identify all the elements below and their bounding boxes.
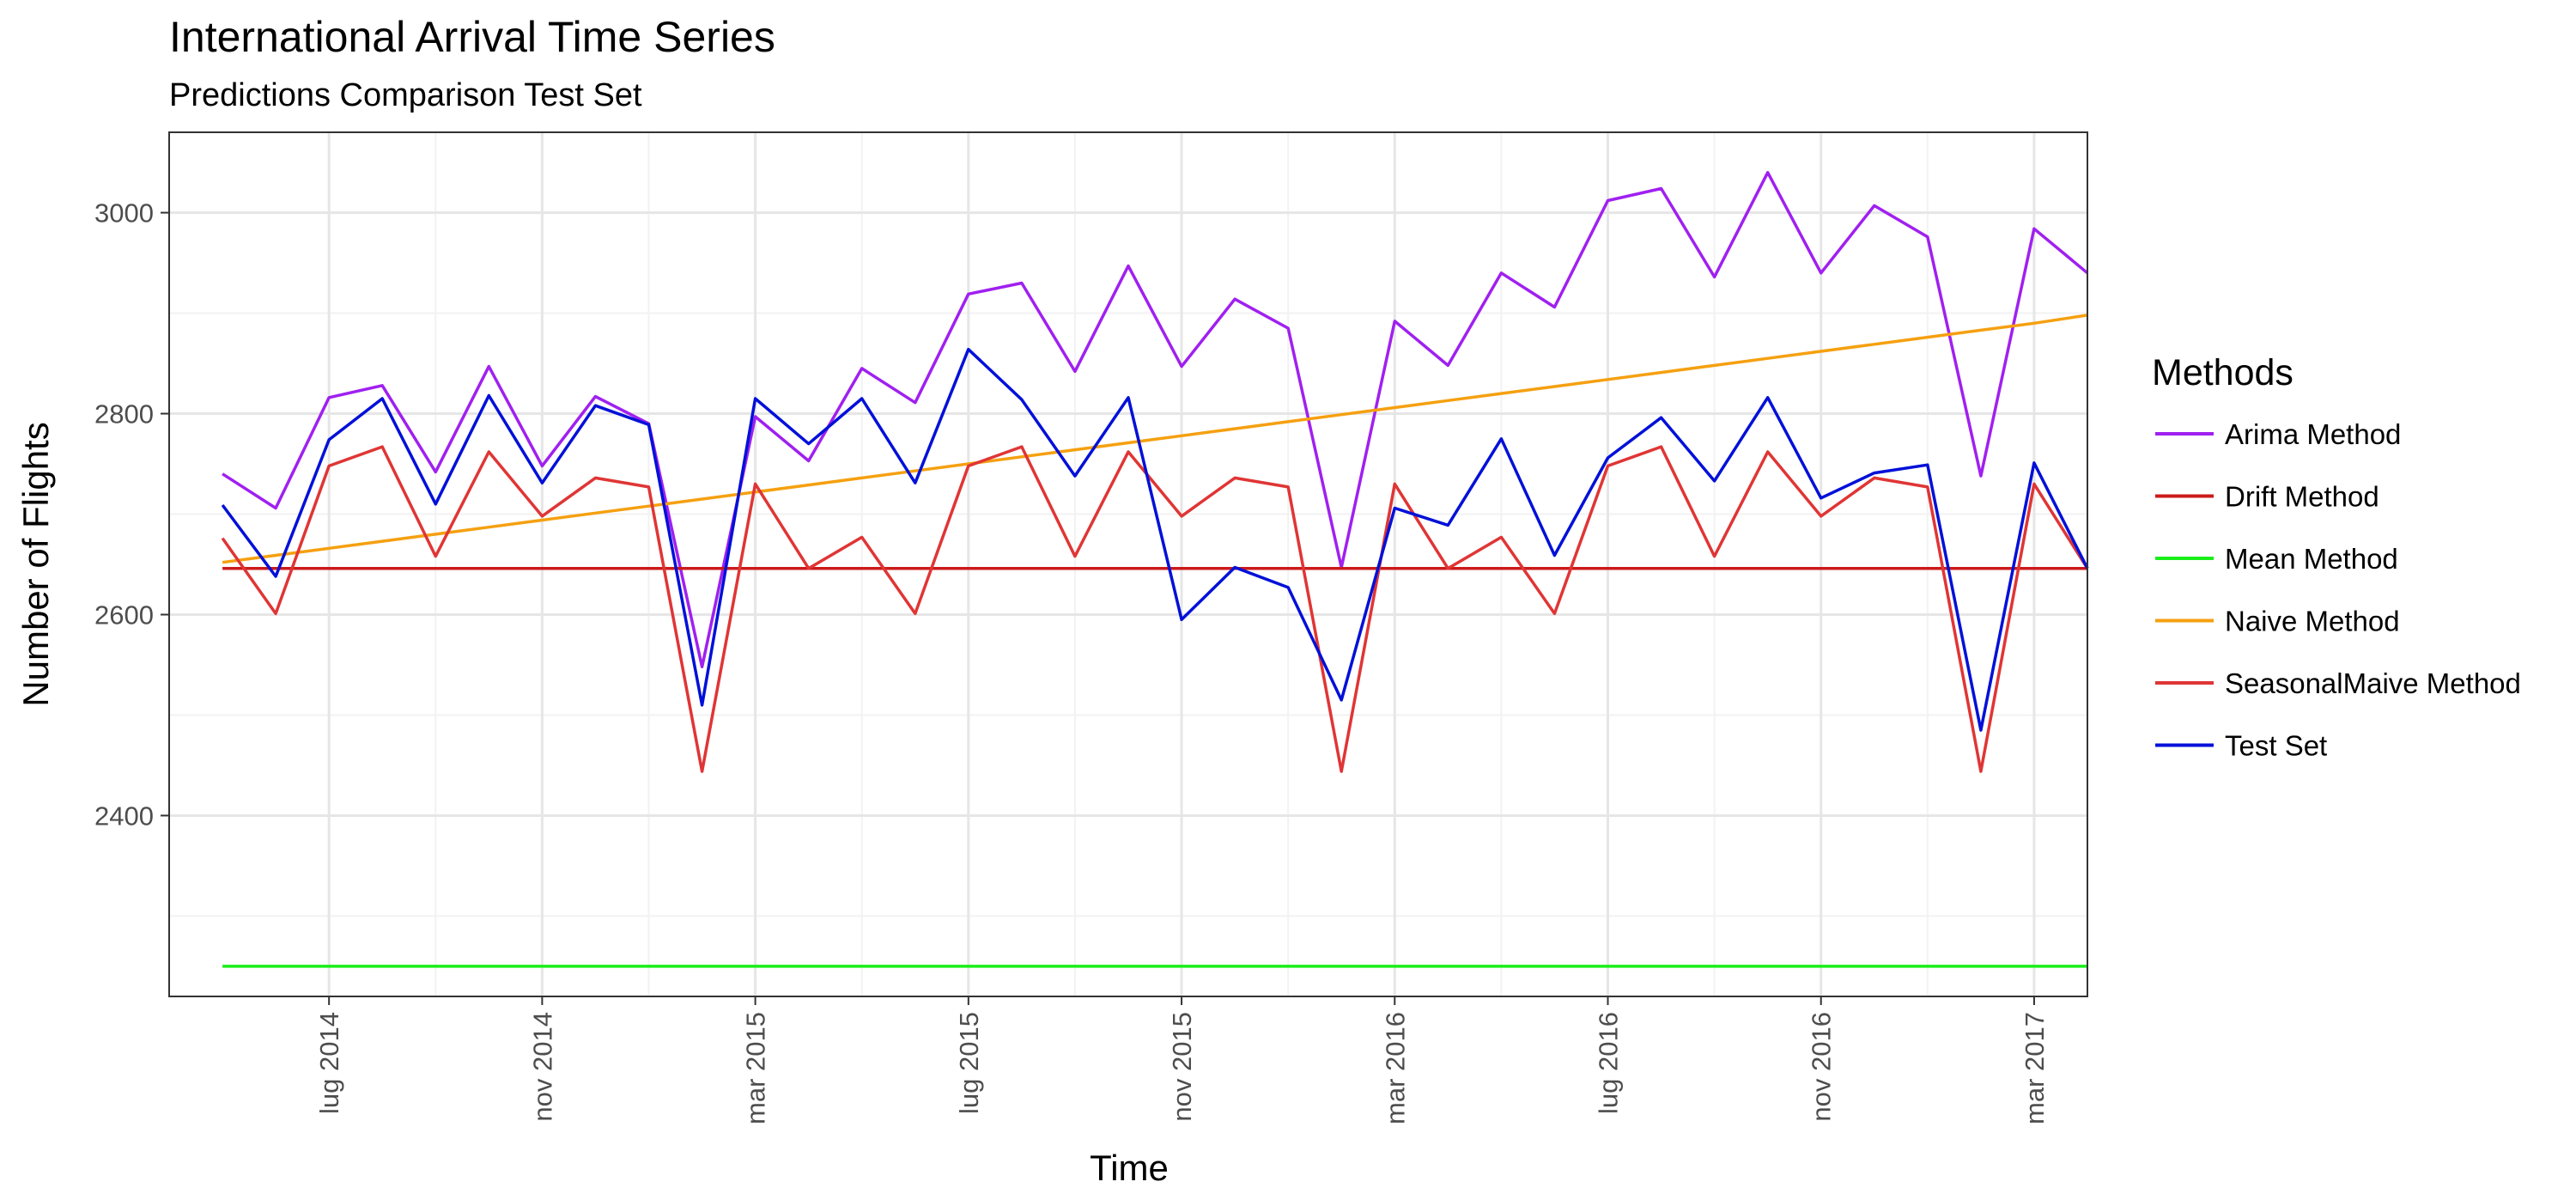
x-tick-label: nov 2015 [1167,1012,1197,1122]
legend-title: Methods [2152,352,2293,393]
x-tick-label: lug 2014 [314,1012,344,1114]
x-tick-label: mar 2017 [2020,1012,2050,1124]
x-tick-label: nov 2014 [527,1012,557,1122]
legend-label: Mean Method [2225,543,2398,575]
x-tick-label: nov 2016 [1807,1012,1837,1122]
series-line [221,445,2089,773]
chart-title: International Arrival Time Series [169,13,775,61]
series-line [222,171,2089,669]
y-axis: 2400 2600 2800 3000 [94,198,169,831]
y-tick-label: 2400 [94,801,154,831]
y-tick-label: 3000 [94,198,154,228]
plot-panel [168,131,2088,997]
legend-label: SeasonalMaive Method [2225,667,2521,699]
grid [169,132,2087,996]
legend-label: Arima Method [2225,418,2401,450]
x-tick-label: lug 2015 [954,1012,984,1114]
series-line [221,347,2089,732]
x-tick-label: mar 2015 [741,1012,771,1124]
x-axis-title: Time [1090,1148,1169,1188]
legend: Methods Arima Method Drift Method Mean Met… [2152,352,2521,762]
x-axis: lug 2014 nov 2014 mar 2015 lug 2015 nov 2015… [314,996,2050,1124]
y-tick-label: 2600 [94,600,154,630]
x-tick-label: lug 2016 [1594,1012,1624,1114]
y-axis-title: Number of Flights [15,422,56,706]
legend-label: Naive Method [2225,606,2400,637]
y-tick-label: 2800 [94,399,154,429]
series-line [222,314,2088,564]
series-lines [221,171,2089,968]
legend-label: Test Set [2225,730,2327,762]
x-tick-label: mar 2016 [1380,1012,1410,1124]
chart-subtitle: Predictions Comparison Test Set [169,77,642,113]
legend-label: Drift Method [2225,481,2379,513]
